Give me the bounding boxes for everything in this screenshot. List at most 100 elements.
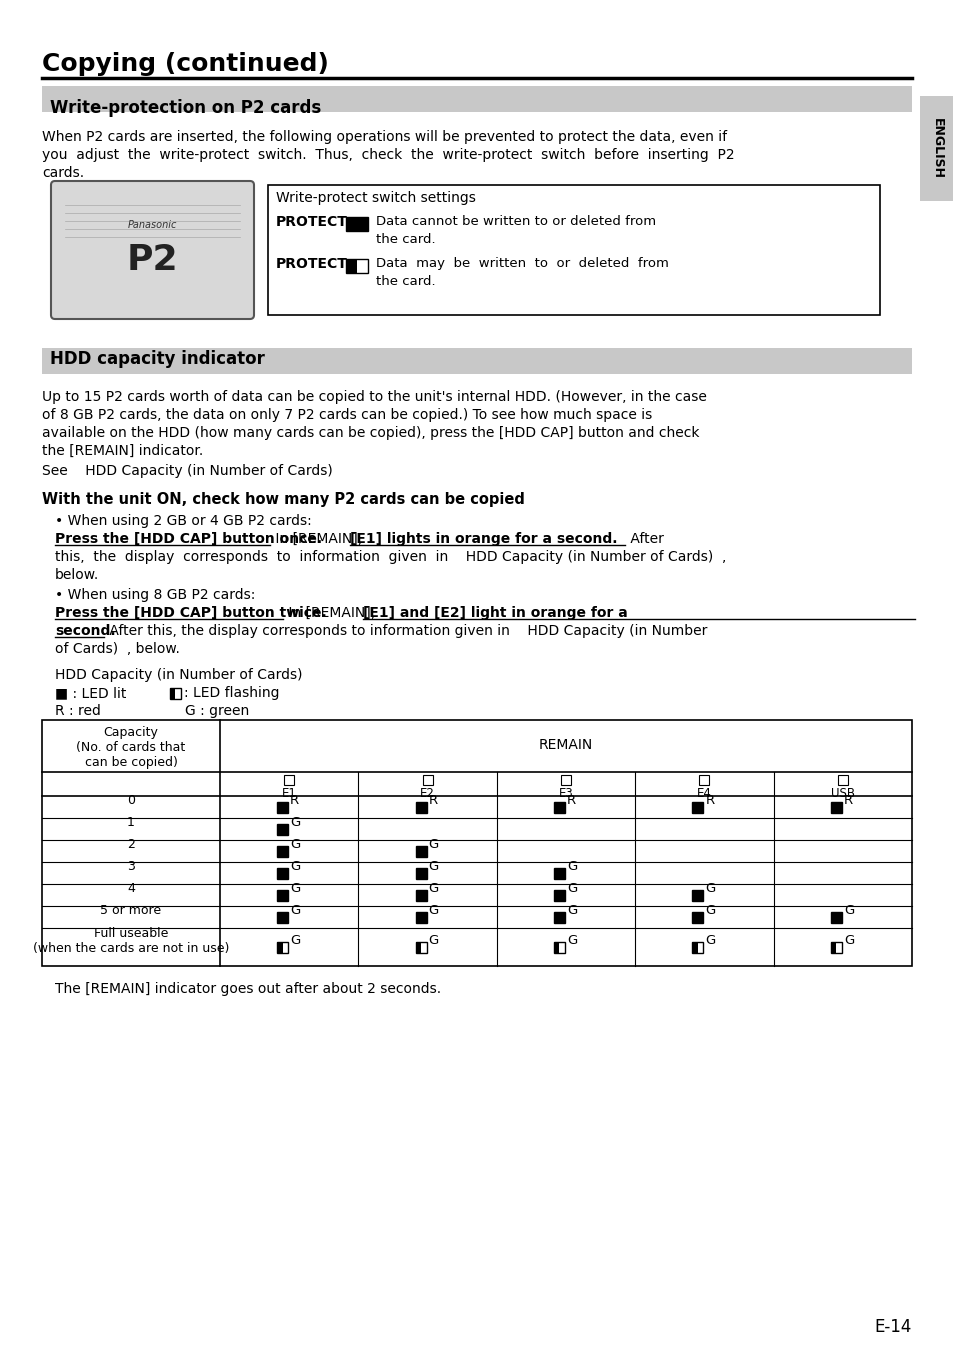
Text: second.: second. xyxy=(55,625,115,638)
Text: In [REMAIN],: In [REMAIN], xyxy=(284,606,379,621)
Bar xyxy=(277,823,288,835)
Text: The [REMAIN] indicator goes out after about 2 seconds.: The [REMAIN] indicator goes out after ab… xyxy=(55,982,440,996)
Text: After this, the display corresponds to information given in    HDD Capacity (in : After this, the display corresponds to i… xyxy=(105,625,706,638)
Text: • When using 8 GB P2 cards:: • When using 8 GB P2 cards: xyxy=(55,588,255,602)
Text: Press the [HDD CAP] button twice.: Press the [HDD CAP] button twice. xyxy=(55,606,327,621)
Bar xyxy=(554,867,564,878)
Bar xyxy=(416,801,426,812)
Text: G: G xyxy=(842,904,853,917)
Text: REMAIN: REMAIN xyxy=(538,738,593,751)
Bar xyxy=(277,912,288,923)
Text: R : red: R : red xyxy=(55,704,101,718)
Bar xyxy=(416,942,426,952)
Bar xyxy=(277,942,288,952)
Text: G: G xyxy=(566,904,577,917)
Text: ■ : LED lit: ■ : LED lit xyxy=(55,687,126,700)
Text: G: G xyxy=(566,882,577,896)
Text: G: G xyxy=(290,904,300,917)
Text: E4: E4 xyxy=(697,786,711,800)
Bar xyxy=(422,774,432,785)
Bar xyxy=(699,774,709,785)
Text: the [REMAIN] indicator.: the [REMAIN] indicator. xyxy=(42,444,203,459)
Bar xyxy=(346,217,368,231)
Bar xyxy=(830,801,841,812)
Text: Data cannot be written to or deleted from: Data cannot be written to or deleted fro… xyxy=(375,214,656,228)
Text: PROTECT: PROTECT xyxy=(275,214,348,229)
Bar xyxy=(692,912,702,923)
Bar xyxy=(277,889,288,901)
Text: Capacity
(No. of cards that
can be copied): Capacity (No. of cards that can be copie… xyxy=(76,726,186,769)
Text: Panasonic: Panasonic xyxy=(128,220,177,229)
Text: below.: below. xyxy=(55,568,99,581)
Bar xyxy=(554,942,558,952)
Text: 1: 1 xyxy=(127,816,134,830)
Bar xyxy=(416,942,420,952)
Text: E2: E2 xyxy=(419,786,435,800)
Text: See    HDD Capacity (in Number of Cards): See HDD Capacity (in Number of Cards) xyxy=(42,464,333,478)
Bar xyxy=(42,720,911,966)
Text: HDD capacity indicator: HDD capacity indicator xyxy=(50,349,265,368)
Bar xyxy=(416,889,426,901)
Bar xyxy=(42,86,911,112)
Text: ENGLISH: ENGLISH xyxy=(929,117,943,179)
Text: G: G xyxy=(842,935,853,947)
Text: G: G xyxy=(428,882,438,896)
Text: available on the HDD (how many cards can be copied), press the [HDD CAP] button : available on the HDD (how many cards can… xyxy=(42,426,699,440)
Bar xyxy=(830,942,841,952)
Text: the card.: the card. xyxy=(375,233,436,246)
Bar xyxy=(919,96,953,201)
Bar xyxy=(554,912,564,923)
Text: cards.: cards. xyxy=(42,166,84,179)
Text: 5 or more: 5 or more xyxy=(100,904,161,917)
Bar xyxy=(554,889,564,901)
Text: • When using 2 GB or 4 GB P2 cards:: • When using 2 GB or 4 GB P2 cards: xyxy=(55,514,312,527)
Bar xyxy=(416,912,426,923)
Text: G: G xyxy=(290,882,300,896)
Text: USB: USB xyxy=(830,786,854,800)
Text: E-14: E-14 xyxy=(874,1318,911,1336)
Text: R: R xyxy=(704,795,714,808)
Text: G: G xyxy=(704,882,715,896)
Bar xyxy=(170,688,181,699)
Text: E1: E1 xyxy=(281,786,296,800)
Bar xyxy=(554,801,564,812)
Text: Data  may  be  written  to  or  deleted  from: Data may be written to or deleted from xyxy=(375,258,668,270)
Text: R: R xyxy=(428,795,437,808)
Bar xyxy=(346,259,356,272)
Bar xyxy=(560,774,571,785)
Text: P2: P2 xyxy=(127,243,178,277)
Bar xyxy=(277,801,288,812)
Bar xyxy=(830,912,841,923)
Bar xyxy=(692,889,702,901)
Bar xyxy=(277,942,282,952)
Text: In [REMAIN],: In [REMAIN], xyxy=(271,532,366,546)
Text: After: After xyxy=(625,532,663,546)
Text: G: G xyxy=(704,935,715,947)
Text: Copying (continued): Copying (continued) xyxy=(42,53,329,76)
Text: 0: 0 xyxy=(127,795,135,808)
Bar xyxy=(277,846,288,857)
Text: of 8 GB P2 cards, the data on only 7 P2 cards can be copied.) To see how much sp: of 8 GB P2 cards, the data on only 7 P2 … xyxy=(42,407,652,422)
Text: G: G xyxy=(704,904,715,917)
Text: R: R xyxy=(842,795,852,808)
Text: this,  the  display  corresponds  to  information  given  in    HDD Capacity (in: this, the display corresponds to informa… xyxy=(55,550,725,564)
Text: Write-protect switch settings: Write-protect switch settings xyxy=(275,192,476,205)
Text: 4: 4 xyxy=(127,882,134,896)
Text: HDD Capacity (in Number of Cards): HDD Capacity (in Number of Cards) xyxy=(55,668,302,683)
Bar xyxy=(554,942,564,952)
Text: R: R xyxy=(566,795,576,808)
Text: you  adjust  the  write-protect  switch.  Thus,  check  the  write-protect  swit: you adjust the write-protect switch. Thu… xyxy=(42,148,734,162)
Text: [E1] and [E2] light in orange for a: [E1] and [E2] light in orange for a xyxy=(363,606,627,621)
Text: G: G xyxy=(428,935,438,947)
Text: PROTECT: PROTECT xyxy=(275,258,348,271)
Bar xyxy=(692,801,702,812)
Text: 3: 3 xyxy=(127,861,134,874)
Bar xyxy=(170,688,175,699)
Text: [E1] lights in orange for a second.: [E1] lights in orange for a second. xyxy=(350,532,617,546)
Text: G: G xyxy=(428,861,438,874)
Text: the card.: the card. xyxy=(375,275,436,287)
Text: Press the [HDD CAP] button once.: Press the [HDD CAP] button once. xyxy=(55,532,322,546)
Bar xyxy=(692,942,702,952)
Bar xyxy=(416,867,426,878)
Text: G: G xyxy=(290,839,300,851)
